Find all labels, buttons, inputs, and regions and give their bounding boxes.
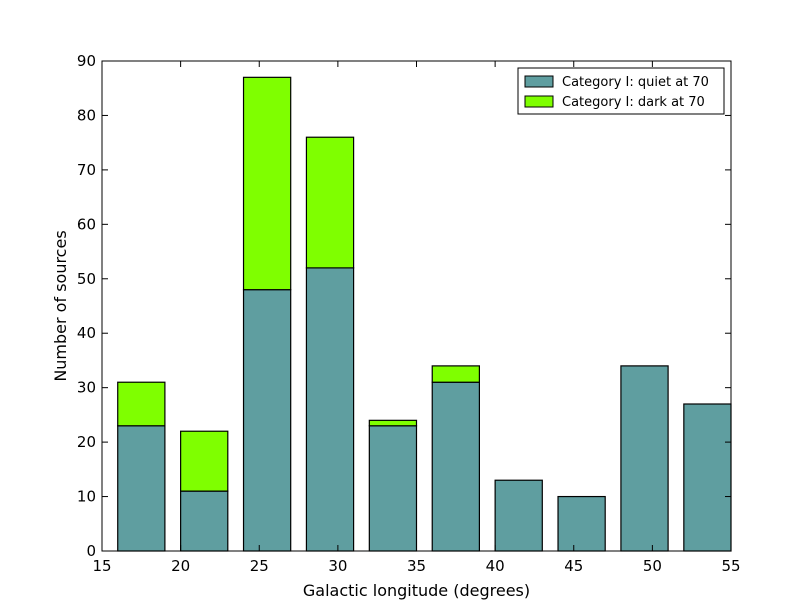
y-tick-label: 70: [77, 161, 96, 179]
legend-swatch-2: [524, 95, 554, 108]
bar-series1-bin8: [557, 495, 606, 552]
bar-series1-bin2: [180, 490, 229, 552]
ticks-layer: 15 20 25 30 35 40 45 50 55 0 10 20 30 40 50 60 70 80 90: [77, 52, 741, 575]
bar-series1-bin1: [117, 425, 166, 552]
y-tick-label: 80: [77, 106, 96, 124]
bar-series1-bin9: [620, 365, 669, 552]
y-tick-label: 60: [77, 215, 96, 233]
x-tick-label: 20: [171, 557, 190, 575]
x-tick-label: 30: [328, 557, 347, 575]
y-tick-label: 20: [77, 433, 96, 451]
bar-series1-bin3: [242, 289, 292, 552]
x-tick-label: 55: [721, 557, 740, 575]
y-tick-label: 50: [77, 270, 96, 288]
x-tick-label: 45: [564, 557, 583, 575]
legend-label-2: Category I: dark at 70: [562, 95, 705, 110]
x-tick-label: 40: [486, 557, 505, 575]
y-tick-label: 40: [77, 324, 96, 342]
bar-series2-bin4: [305, 136, 355, 269]
bar-series2-bin1: [117, 381, 166, 427]
y-tick-label: 90: [77, 52, 96, 70]
bar-series2-bin3: [242, 76, 292, 291]
bar-series2-bin5: [368, 419, 418, 427]
x-axis-title: Galactic longitude (degrees): [303, 581, 530, 600]
bar-series1-bin7: [494, 479, 543, 552]
x-tick-label: 50: [643, 557, 662, 575]
legend: Category I: quiet at 70 Category I: dark …: [517, 67, 725, 115]
bar-series2-bin6: [431, 365, 481, 383]
bar-series2-bin2: [180, 430, 229, 492]
y-tick-label: 0: [86, 542, 96, 560]
x-tick-label: 25: [250, 557, 269, 575]
legend-label-1: Category I: quiet at 70: [562, 75, 709, 90]
legend-swatch-1: [524, 75, 554, 88]
bar-series1-bin5: [368, 425, 418, 552]
x-tick-label: 35: [407, 557, 426, 575]
y-tick-label: 30: [77, 379, 96, 397]
bar-series1-bin10: [683, 403, 732, 552]
bar-series1-bin6: [431, 381, 481, 552]
bar-series1-bin4: [305, 267, 355, 552]
bars-layer: [117, 76, 732, 552]
y-axis-title: Number of sources: [51, 230, 70, 381]
x-tick-label: 15: [92, 557, 111, 575]
y-tick-label: 10: [77, 488, 96, 506]
